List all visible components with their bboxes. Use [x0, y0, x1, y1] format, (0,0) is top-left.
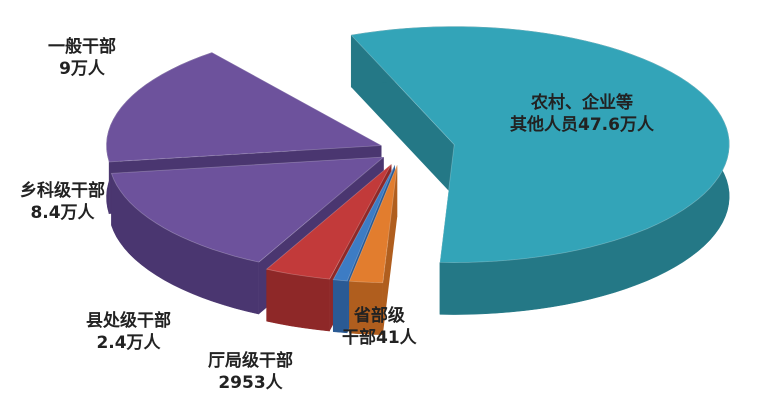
label-others: 农村、企业等 其他人员47.6万人 [510, 92, 654, 136]
label-general: 一般干部 9万人 [48, 36, 116, 80]
label-bureau-line2: 2953人 [218, 373, 283, 393]
slice-1-side-outer [349, 280, 384, 335]
label-county-line1: 县处级干部 [86, 311, 171, 331]
label-general-line1: 一般干部 [48, 37, 116, 57]
label-township-line2: 8.4万人 [30, 203, 95, 223]
slice-2-side-outer [332, 279, 348, 334]
label-provincial-line1: 省部级 [353, 306, 405, 326]
label-provincial-line2: 干部41人 [342, 328, 417, 348]
slice-0-top [350, 26, 730, 264]
label-bureau-line1: 厅局级干部 [208, 351, 293, 371]
slice-3-side-outer [266, 268, 330, 332]
label-provincial: 省部级 干部41人 [342, 305, 417, 349]
label-others-line1: 农村、企业等 [530, 93, 633, 113]
slice-5-top [110, 156, 385, 263]
slice-3-top [265, 163, 392, 280]
label-township: 乡科级干部 8.4万人 [20, 180, 105, 224]
label-township-line1: 乡科级干部 [20, 181, 105, 201]
label-county-line2: 2.4万人 [96, 333, 161, 353]
slice-2-top [332, 164, 396, 282]
slice-6-top [106, 52, 383, 163]
label-general-line2: 9万人 [59, 59, 105, 79]
label-bureau: 厅局级干部 2953人 [208, 350, 293, 394]
slice-1-top [348, 164, 398, 284]
label-others-line2: 其他人员47.6万人 [510, 115, 654, 135]
label-county: 县处级干部 2.4万人 [86, 310, 171, 354]
